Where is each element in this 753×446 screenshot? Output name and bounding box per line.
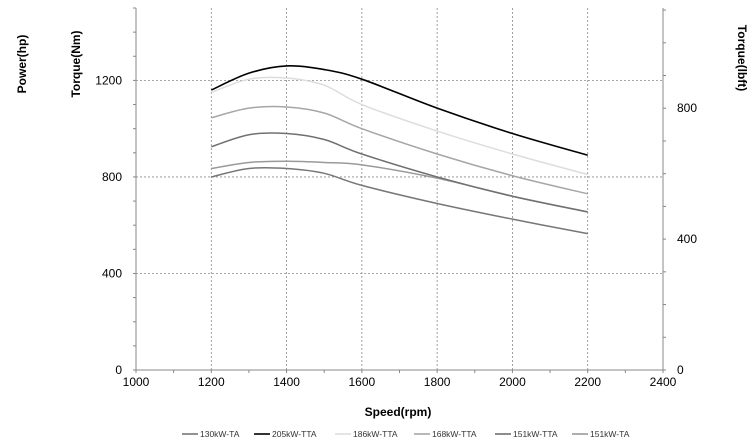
x-tick-label: 2000 <box>499 375 526 389</box>
x-tick-label: 2200 <box>574 375 601 389</box>
series-line-186kw-tta <box>211 76 588 176</box>
legend-label-186kw-tta: 186kW-TTA <box>353 429 398 439</box>
tick-labels: 1000 1200 1400 1600 1800 2000 2200 240004008001… <box>95 73 697 389</box>
y-tick-label: 0 <box>115 363 122 377</box>
y-tick-label: 1200 <box>95 73 122 87</box>
y-tick-label: 400 <box>102 266 122 280</box>
x-tick-label: 2400 <box>650 375 677 389</box>
y-right-tick-label: 0 <box>677 363 684 377</box>
y-axis-title-power: Power(hp) <box>15 35 29 94</box>
y-right-tick-label: 400 <box>677 232 697 246</box>
series-line-151kw-tta <box>211 132 588 213</box>
x-tick-label: 1000 <box>123 375 150 389</box>
y-right-tick-label: 800 <box>677 101 697 115</box>
legend-label-151kw-ta: 151kW-TA <box>590 429 630 439</box>
x-tick-label: 1400 <box>273 375 300 389</box>
legend-label-205kw-tta: 205kW-TTA <box>272 429 317 439</box>
x-tick-label: 1200 <box>198 375 225 389</box>
grid-lines <box>136 8 663 370</box>
x-axis-title: Speed(rpm) <box>365 405 432 419</box>
x-tick-label: 1800 <box>424 375 451 389</box>
legend-label-130kw-ta: 130kW-TA <box>200 429 240 439</box>
series-line-205kw-tta <box>210 65 588 156</box>
x-tick-label: 1600 <box>349 375 376 389</box>
series-line-130kw-ta <box>211 166 588 235</box>
legend: 130kW-TA 205kW-TTA 186kW-TTA 168kW-TTA 151kW… <box>182 429 630 439</box>
series-lines <box>210 65 588 235</box>
legend-label-168kw-tta: 168kW-TTA <box>432 429 477 439</box>
y-axis-title-torque-nm: Torque(Nm) <box>69 30 83 97</box>
axes <box>133 7 666 373</box>
legend-label-151kw-tta: 151kW-TTA <box>513 429 558 439</box>
series-line-168kw-tta <box>211 105 588 195</box>
y-tick-label: 800 <box>102 170 122 184</box>
y-axis-title-torque-lbft: Torque(lbft) <box>735 25 749 91</box>
series-line-151kw-ta <box>211 160 588 213</box>
